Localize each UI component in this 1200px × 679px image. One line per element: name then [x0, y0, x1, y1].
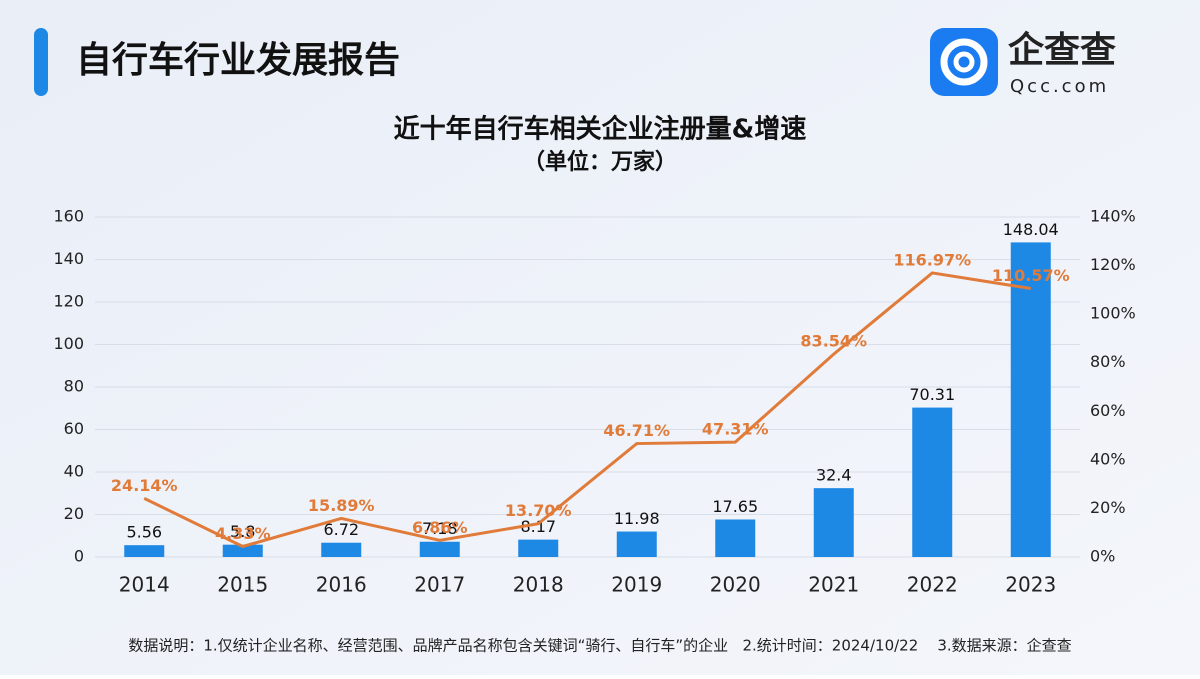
y-tick-label: 20	[64, 504, 84, 523]
line-value-label: 83.54%	[800, 332, 867, 351]
y-tick-label: 40	[64, 462, 84, 481]
header-title: 自行车行业发展报告	[76, 40, 400, 81]
y-tick-label: 80	[64, 377, 84, 396]
y-tick-label: 100	[53, 334, 84, 353]
bar	[1010, 242, 1051, 558]
line-value-label: 13.70%	[505, 501, 572, 520]
y2-tick-label: 80%	[1090, 352, 1126, 371]
y2-tick-label: 40%	[1090, 449, 1126, 468]
bar-value-label: 8.17	[520, 517, 556, 536]
logo-icon	[930, 28, 998, 96]
chart-subtitle: （单位：万家）	[523, 149, 677, 175]
line	[143, 271, 1031, 549]
line-value-label: 4.33%	[215, 524, 271, 543]
logo-ring	[940, 38, 988, 86]
bar-value-label: 32.4	[816, 466, 852, 485]
logo-site: Qcc.com	[1010, 76, 1109, 97]
y2-tick-label: 60%	[1090, 401, 1126, 420]
logo-inner	[953, 51, 975, 73]
bar-value-label: 148.04	[1003, 220, 1059, 239]
logo-name: 企查查	[1008, 29, 1116, 71]
bar-value-label: 70.31	[909, 385, 955, 404]
line-value-label: 46.71%	[603, 421, 670, 440]
x-tick-label: 2017	[414, 573, 465, 597]
bar	[912, 407, 953, 557]
line-value-label: 116.97%	[893, 250, 971, 269]
header-accent	[34, 28, 48, 96]
bar	[715, 519, 756, 557]
bar-value-label: 6.72	[323, 520, 359, 539]
chart-title: 近十年自行车相关企业注册量&增速	[394, 114, 807, 145]
y2-tick-label: 120%	[1090, 255, 1136, 274]
bar	[616, 531, 657, 557]
x-tick-label: 2022	[907, 573, 958, 597]
y-tick-label: 0	[74, 547, 84, 566]
bar	[419, 541, 460, 557]
y2-tick-label: 140%	[1090, 207, 1136, 226]
bar-value-label: 5.56	[126, 523, 162, 542]
y-tick-label: 160	[53, 207, 84, 226]
y2-tick-label: 100%	[1090, 304, 1136, 323]
bar-value-label: 11.98	[614, 509, 660, 528]
x-tick-label: 2018	[513, 573, 564, 597]
y-tick-label: 140	[53, 249, 84, 268]
x-tick-label: 2015	[217, 573, 268, 597]
x-tick-label: 2014	[119, 573, 170, 597]
line-value-label: 15.89%	[308, 496, 375, 515]
bar	[222, 544, 263, 557]
footer-note: 数据说明：1.仅统计企业名称、经营范围、品牌产品名称包含关键词“骑行、自行车”的…	[128, 637, 1071, 655]
line-value-label: 24.14%	[111, 476, 178, 495]
x-tick-label: 2020	[710, 573, 761, 597]
bar-value-label: 5.8	[230, 522, 255, 541]
y-tick-label: 60	[64, 419, 84, 438]
x-tick-label: 2019	[611, 573, 662, 597]
bar	[124, 545, 165, 557]
line-value-label: 47.31%	[702, 420, 769, 439]
y-tick-label: 120	[53, 292, 84, 311]
bar	[321, 542, 362, 557]
y2-tick-label: 0%	[1090, 547, 1115, 566]
y2-tick-label: 20%	[1090, 498, 1126, 517]
x-tick-label: 2023	[1005, 573, 1056, 597]
bar-value-label: 17.65	[712, 497, 758, 516]
x-tick-label: 2021	[808, 573, 859, 597]
line-value-label: 110.57%	[992, 266, 1070, 285]
bar	[813, 488, 854, 557]
bar	[518, 539, 559, 557]
line-value-label: 6.86%	[412, 518, 468, 537]
x-tick-label: 2016	[316, 573, 367, 597]
bar-value-label: 7.18	[422, 519, 458, 538]
